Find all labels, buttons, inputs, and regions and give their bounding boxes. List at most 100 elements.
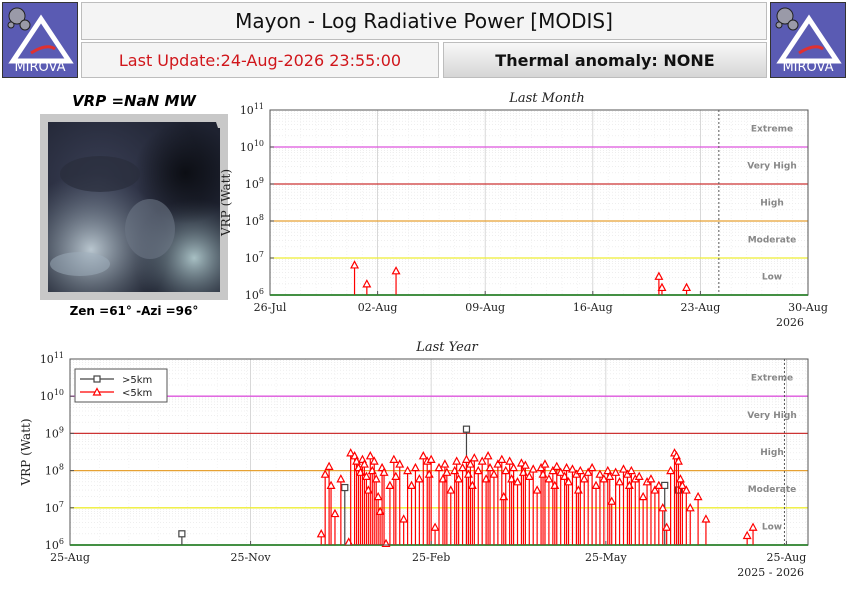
year-data-point — [603, 465, 613, 475]
year-x-tick-label: 25-Feb — [412, 551, 450, 564]
year-data-point — [497, 454, 507, 464]
year-data-point — [544, 474, 554, 483]
year-zone-label: High — [760, 448, 783, 458]
year-data-point — [489, 469, 499, 478]
year-data-point — [626, 465, 636, 475]
year-data-point — [399, 514, 409, 523]
year-data-point — [615, 477, 625, 486]
month-x-tick-label: 26-Jul — [254, 301, 287, 314]
year-data-point — [662, 522, 672, 531]
year-x-tick-label: 25-Aug — [767, 551, 807, 564]
month-zone-label: High — [760, 199, 783, 209]
month-chart — [269, 109, 809, 296]
year-data-point — [418, 451, 428, 460]
month-data-point — [362, 279, 372, 288]
year-data-point — [618, 464, 629, 473]
year-y-tick-label: 109 — [45, 425, 64, 440]
year-title: Last Year — [415, 340, 478, 355]
mirova-logo-left: MIROVA — [2, 2, 78, 78]
month-x-tick-label: 23-Aug — [681, 301, 721, 314]
year-legend-marker — [93, 375, 101, 383]
year-x-tick-label: 25-Nov — [230, 551, 271, 564]
year-data-point — [567, 464, 577, 473]
year-data-point — [607, 496, 617, 505]
month-data-point — [391, 266, 401, 275]
year-legend-box — [74, 368, 168, 403]
year-data-point — [371, 474, 381, 483]
year-data-point — [336, 474, 346, 483]
year-data-point — [379, 467, 389, 476]
mirova-logo-graphic-left — [7, 7, 74, 64]
thermal-anomaly-status: Thermal anomaly: NONE — [443, 42, 767, 78]
year-data-point — [595, 469, 605, 478]
year-data-point — [361, 471, 371, 480]
year-data-point — [513, 477, 523, 486]
year-y-tick-label: 1010 — [40, 388, 64, 403]
year-data-point — [458, 462, 468, 472]
year-data-point — [583, 467, 593, 476]
year-year-label: 2025 - 2026 — [737, 566, 804, 579]
year-data-point — [532, 485, 542, 494]
year-data-point — [654, 480, 664, 490]
year-x-tick-label: 25-May — [585, 551, 628, 564]
year-y-tick-label: 1011 — [40, 351, 64, 366]
year-data-point — [524, 471, 534, 480]
year-data-point — [646, 474, 656, 483]
year-data-point — [516, 458, 526, 467]
mirova-logo-right: MIROVA — [770, 2, 846, 78]
year-data-point — [540, 459, 550, 468]
year-data-point — [575, 465, 585, 475]
year-data-point — [579, 474, 589, 483]
year-data-point — [461, 454, 471, 464]
year-data-point — [440, 459, 450, 468]
year-data-point — [395, 459, 405, 468]
year-data-point — [509, 462, 519, 472]
year-data-point — [591, 480, 601, 490]
month-data-point — [654, 271, 664, 280]
year-data-point — [391, 471, 401, 480]
year-data-point — [178, 530, 186, 538]
year-data-point — [346, 448, 356, 457]
year-data-point — [681, 485, 691, 494]
month-y-tick-label: 106 — [245, 287, 264, 302]
year-data-point — [330, 508, 340, 518]
year-data-point — [385, 480, 395, 490]
year-data-point — [414, 474, 424, 483]
year-data-point — [324, 461, 334, 470]
month-y-tick-label: 1010 — [240, 139, 264, 154]
year-data-point — [675, 474, 685, 483]
month-zone-label: Moderate — [748, 236, 797, 246]
year-x-tick-label: 25-Aug — [50, 551, 90, 564]
year-data-point — [520, 460, 530, 469]
year-zone-label: Low — [762, 522, 782, 532]
year-data-point — [611, 467, 621, 476]
year-data-point — [556, 467, 566, 476]
year-chart — [69, 358, 809, 548]
year-data-point — [410, 462, 420, 472]
year-data-point — [685, 503, 695, 512]
year-data-point — [426, 454, 436, 464]
month-y-tick-label: 109 — [245, 176, 264, 191]
month-x-tick-label: 16-Aug — [573, 301, 613, 314]
year-data-point — [587, 462, 597, 472]
year-data-point — [462, 425, 471, 433]
year-data-point — [650, 485, 660, 494]
year-data-point — [748, 522, 758, 531]
year-data-point — [548, 465, 558, 475]
year-zone-label: Very High — [747, 411, 796, 421]
year-y-axis-label: VRP (Watt) — [19, 418, 33, 486]
year-data-point — [446, 485, 456, 494]
year-legend-marker — [92, 387, 102, 396]
year-data-point — [473, 465, 483, 475]
year-data-point — [528, 464, 538, 473]
year-y-tick-label: 107 — [45, 500, 64, 515]
month-x-tick-label: 30-Aug — [788, 301, 828, 314]
month-zone-label: Low — [762, 273, 782, 283]
year-data-point — [326, 480, 336, 490]
year-y-tick-label: 106 — [45, 537, 64, 552]
year-data-point — [373, 491, 383, 501]
year-data-point — [341, 483, 349, 492]
year-data-point — [701, 514, 711, 523]
year-data-point — [469, 453, 479, 462]
